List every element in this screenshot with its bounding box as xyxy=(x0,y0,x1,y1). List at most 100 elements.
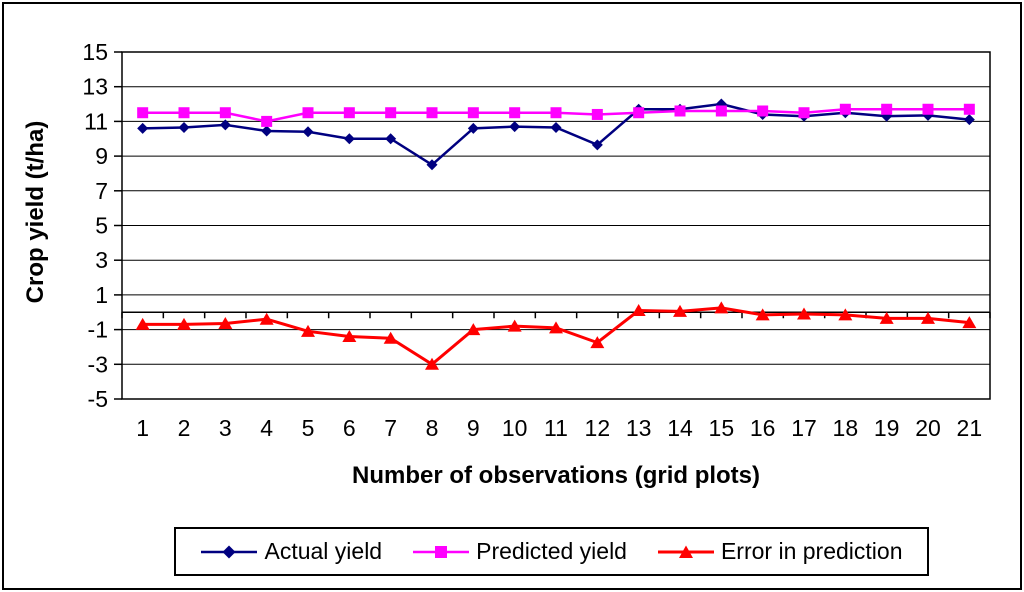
x-tick-label: 6 xyxy=(343,415,356,441)
data-point-triangle xyxy=(549,321,563,334)
data-point-square xyxy=(219,107,231,119)
data-point-triangle xyxy=(631,304,646,317)
data-point-triangle xyxy=(673,304,687,317)
x-tick-label: 21 xyxy=(957,415,983,441)
data-point-square xyxy=(550,107,562,119)
data-point-triangle xyxy=(590,336,605,349)
data-point-triangle xyxy=(507,319,522,332)
data-point-square xyxy=(509,107,521,119)
data-point-diamond xyxy=(261,125,273,137)
data-point-diamond xyxy=(550,121,562,133)
x-tick-label: 9 xyxy=(467,415,480,441)
data-point-square xyxy=(178,107,190,119)
x-tick-label: 20 xyxy=(915,415,941,441)
data-point-diamond xyxy=(963,114,975,126)
legend-label-predicted-yield: Predicted yield xyxy=(476,538,627,564)
y-tick-label: 9 xyxy=(95,143,108,169)
data-point-triangle xyxy=(259,312,274,325)
data-point-triangle xyxy=(838,308,853,321)
data-point-diamond xyxy=(509,121,521,133)
data-point-triangle xyxy=(218,317,233,330)
x-tick-label: 4 xyxy=(260,415,273,441)
x-tick-label: 7 xyxy=(384,415,397,441)
y-tick-label: 11 xyxy=(84,108,108,134)
data-point-square xyxy=(385,107,397,119)
x-tick-label: 8 xyxy=(426,415,439,441)
data-point-diamond xyxy=(385,133,397,145)
data-point-diamond xyxy=(467,122,479,134)
data-point-diamond xyxy=(302,126,314,138)
x-tick-label: 12 xyxy=(585,415,611,441)
y-tick-label: 3 xyxy=(95,247,108,273)
data-point-triangle xyxy=(425,357,439,370)
data-point-triangle xyxy=(301,324,315,337)
data-point-triangle xyxy=(342,330,357,343)
data-point-square xyxy=(881,103,893,115)
data-point-square xyxy=(137,107,149,119)
data-point-square xyxy=(343,107,355,119)
y-tick-label: 13 xyxy=(82,74,108,100)
y-tick-label: 5 xyxy=(95,213,108,239)
data-point-square xyxy=(674,105,686,117)
y-tick-label: 1 xyxy=(95,282,108,308)
data-point-diamond xyxy=(426,159,438,171)
data-point-square xyxy=(839,103,851,115)
y-tick-label: 15 xyxy=(82,39,108,65)
legend-entry-actual-yield: Actual yield xyxy=(200,538,382,565)
data-point-triangle xyxy=(714,301,729,314)
data-point-square xyxy=(261,115,273,127)
diamond-marker-icon xyxy=(201,545,258,558)
data-point-square xyxy=(426,107,438,119)
x-tick-label: 1 xyxy=(136,415,149,441)
data-point-triangle xyxy=(962,316,977,329)
data-point-triangle xyxy=(879,311,894,324)
data-point-square xyxy=(467,107,479,119)
legend-entry-predicted-yield: Predicted yield xyxy=(412,538,627,565)
x-tick-label: 5 xyxy=(302,415,315,441)
data-point-triangle xyxy=(755,308,770,321)
x-tick-label: 15 xyxy=(709,415,735,441)
data-point-diamond xyxy=(137,122,149,134)
data-point-triangle xyxy=(921,311,935,324)
x-tick-label: 3 xyxy=(219,415,232,441)
data-point-diamond xyxy=(219,119,231,131)
y-axis-title: Crop yield (t/ha) xyxy=(22,120,49,304)
x-tick-label: 18 xyxy=(833,415,859,441)
x-tick-label: 17 xyxy=(791,415,817,441)
data-point-square xyxy=(757,105,769,117)
data-point-square xyxy=(715,105,727,117)
y-tick-label: -1 xyxy=(88,317,108,343)
data-point-diamond xyxy=(178,121,190,133)
data-point-triangle xyxy=(797,307,811,320)
data-point-square xyxy=(922,103,934,115)
x-tick-label: 11 xyxy=(544,415,568,441)
legend-label-actual-yield: Actual yield xyxy=(264,538,383,564)
x-tick-label: 13 xyxy=(626,415,652,441)
data-point-triangle xyxy=(383,331,398,344)
y-tick-label: -5 xyxy=(88,386,108,412)
data-point-square xyxy=(302,107,314,119)
y-tick-label: -3 xyxy=(88,351,108,377)
data-point-triangle xyxy=(177,317,191,330)
x-tick-label: 14 xyxy=(667,415,693,441)
x-tick-label: 2 xyxy=(178,415,191,441)
x-axis-title: Number of observations (grid plots) xyxy=(351,462,761,489)
data-point-diamond xyxy=(343,133,355,145)
square-marker-icon xyxy=(413,545,470,558)
data-point-square xyxy=(591,108,603,120)
x-tick-label: 19 xyxy=(874,415,900,441)
x-tick-label: 10 xyxy=(502,415,528,441)
legend-entry-error: Error in prediction xyxy=(657,538,903,565)
data-point-square xyxy=(963,103,975,115)
data-point-diamond xyxy=(591,139,603,151)
triangle-marker-icon xyxy=(657,545,714,558)
data-point-triangle xyxy=(135,317,150,330)
data-point-square xyxy=(798,107,810,119)
data-point-square xyxy=(633,107,645,119)
legend-box: Actual yield Predicted yield Error in pr… xyxy=(174,527,929,576)
x-tick-label: 16 xyxy=(750,415,776,441)
legend-label-error: Error in prediction xyxy=(720,538,903,564)
y-tick-label: 7 xyxy=(95,178,108,204)
